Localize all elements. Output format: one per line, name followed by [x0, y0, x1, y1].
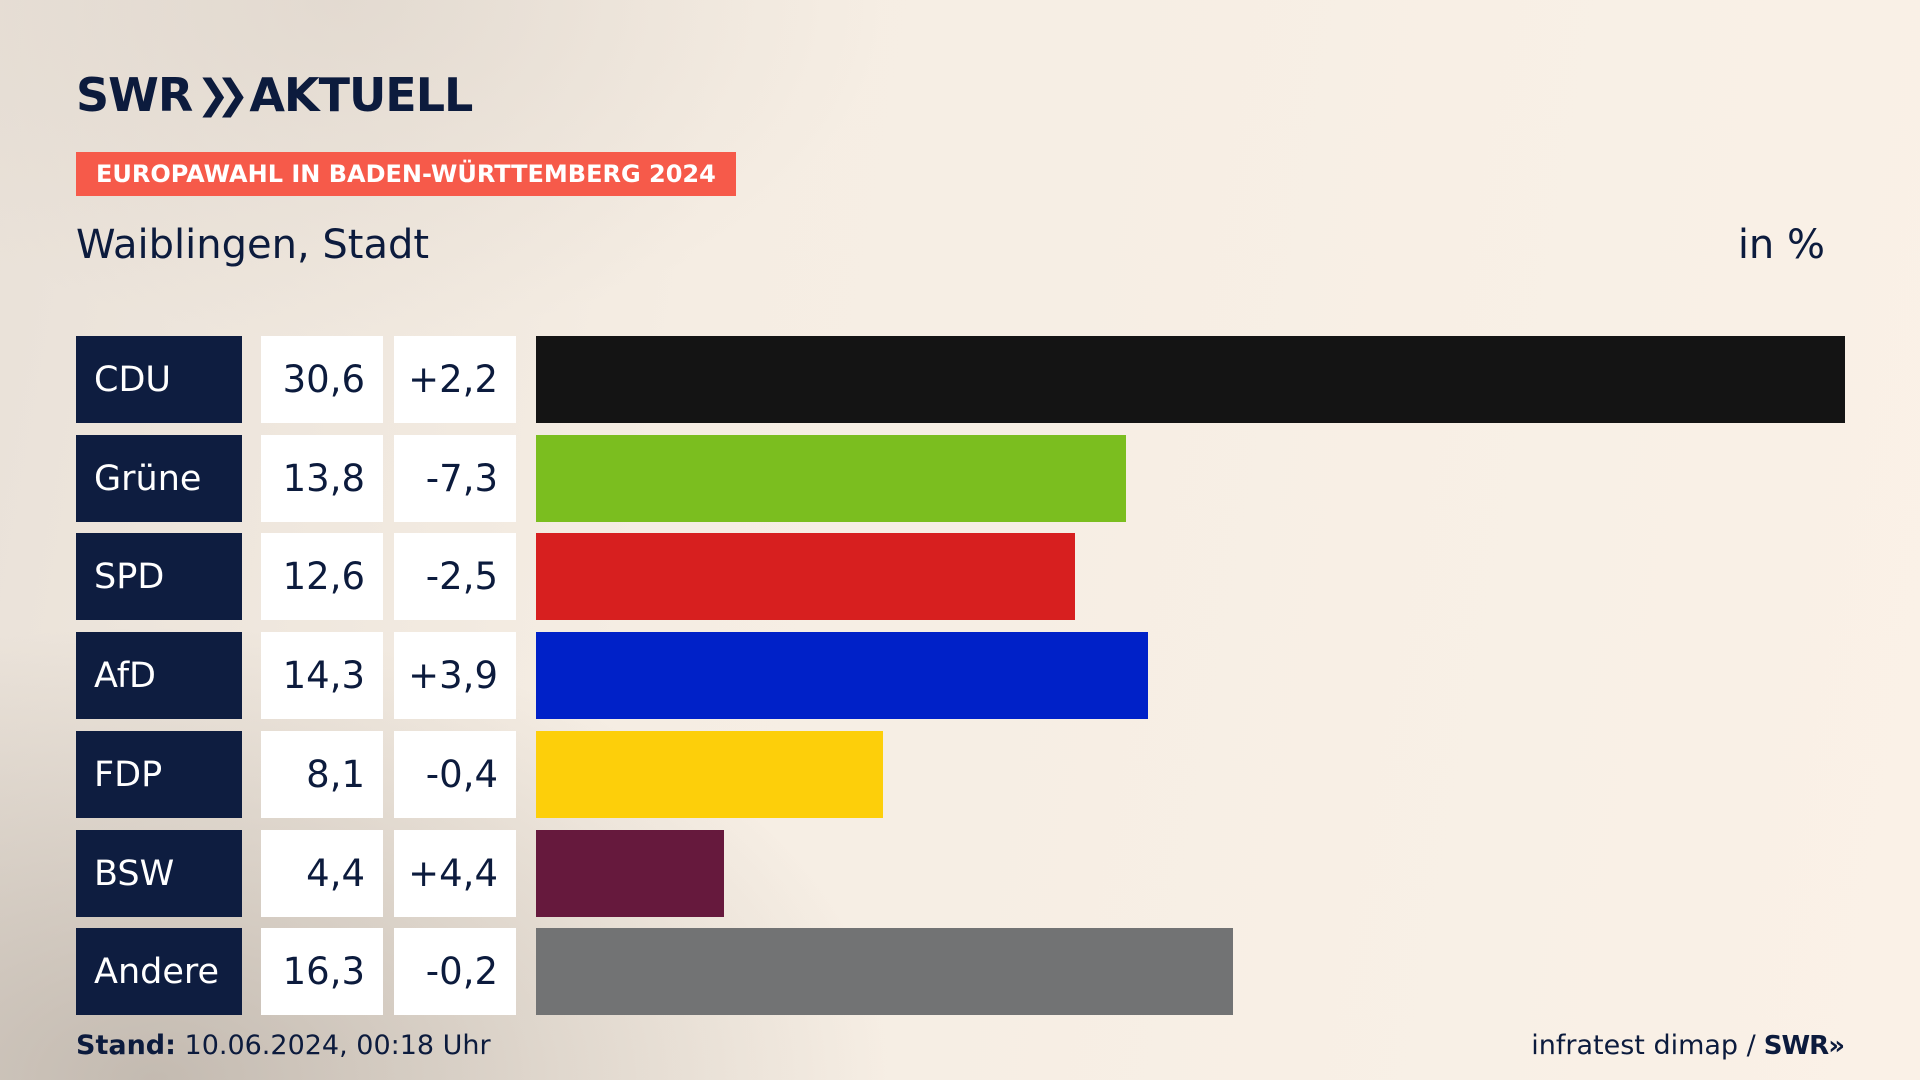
- vote-change-label: +2,2: [394, 336, 516, 423]
- vote-share-label: 8,1: [261, 731, 383, 818]
- vote-share-bar: [536, 731, 883, 818]
- party-label: FDP: [76, 731, 242, 818]
- party-row: SPD 12,6 -2,5: [76, 533, 1846, 620]
- party-row: AfD 14,3 +3,9: [76, 632, 1846, 719]
- vote-share-bar: [536, 336, 1845, 423]
- party-label: BSW: [76, 830, 242, 917]
- vote-share-bar: [536, 632, 1148, 719]
- vote-change-label: -7,3: [394, 435, 516, 522]
- chevron-right-icon: ❯❯: [196, 72, 249, 118]
- vote-share-bar: [536, 830, 724, 917]
- logo-aktuell-text: AKTUELL: [249, 68, 473, 122]
- vote-share-label: 16,3: [261, 928, 383, 1015]
- vote-share-label: 30,6: [261, 336, 383, 423]
- party-label: AfD: [76, 632, 242, 719]
- party-row: Grüne 13,8 -7,3: [76, 435, 1846, 522]
- vote-share-label: 12,6: [261, 533, 383, 620]
- footer-source: infratest dimap / SWR»: [1531, 1030, 1845, 1061]
- swr-aktuell-logo: SWR ❯❯ AKTUELL: [76, 68, 473, 122]
- vote-share-label: 4,4: [261, 830, 383, 917]
- party-label: CDU: [76, 336, 242, 423]
- vote-share-bar: [536, 928, 1233, 1015]
- party-row: CDU 30,6 +2,2: [76, 336, 1846, 423]
- party-row: FDP 8,1 -0,4: [76, 731, 1846, 818]
- footer-stand: Stand: 10.06.2024, 00:18 Uhr: [76, 1030, 491, 1061]
- vote-share-bar: [536, 435, 1126, 522]
- unit-label: in %: [1737, 222, 1825, 268]
- stand-label: Stand:: [76, 1030, 176, 1061]
- party-label: Grüne: [76, 435, 242, 522]
- results-chart: CDU 30,6 +2,2 Grüne 13,8 -7,3 SPD 12,6 -2,5 AfD 14…: [76, 336, 1846, 1016]
- vote-share-label: 13,8: [261, 435, 383, 522]
- vote-change-label: -2,5: [394, 533, 516, 620]
- vote-change-label: -0,2: [394, 928, 516, 1015]
- region-title: Waiblingen, Stadt: [76, 222, 430, 268]
- logo-swr-text: SWR: [76, 68, 193, 122]
- stand-value: 10.06.2024, 00:18 Uhr: [184, 1030, 491, 1061]
- party-row: BSW 4,4 +4,4: [76, 830, 1846, 917]
- swr-logo: SWR»: [1763, 1030, 1845, 1061]
- vote-share-bar: [536, 533, 1075, 620]
- party-label: Andere: [76, 928, 242, 1015]
- source-text: infratest dimap /: [1531, 1030, 1756, 1061]
- vote-share-label: 14,3: [261, 632, 383, 719]
- party-label: SPD: [76, 533, 242, 620]
- vote-change-label: -0,4: [394, 731, 516, 818]
- election-badge: EUROPAWAHL IN BADEN-WÜRTTEMBERG 2024: [76, 152, 736, 196]
- vote-change-label: +3,9: [394, 632, 516, 719]
- party-row: Andere 16,3 -0,2: [76, 928, 1846, 1015]
- vote-change-label: +4,4: [394, 830, 516, 917]
